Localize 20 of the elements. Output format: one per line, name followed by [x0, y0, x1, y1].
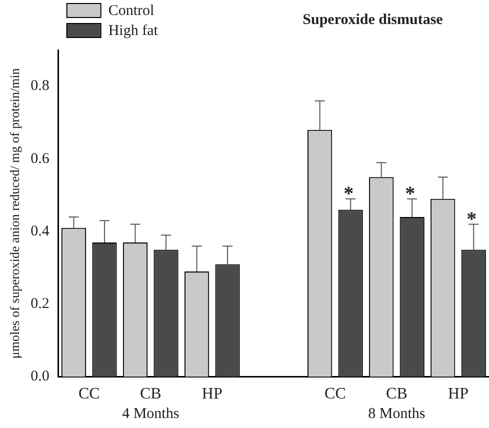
x-tick-label: HP	[448, 386, 469, 403]
x-tick-label: CB	[140, 386, 162, 403]
text: 4 Months	[122, 406, 180, 422]
text: 8 Months	[368, 406, 426, 422]
y-tick-label: 0.4	[30, 223, 50, 240]
y-tick-label: 0.2	[30, 296, 50, 312]
y-tick-label: 0.8	[30, 78, 50, 94]
x-tick-label: HP	[202, 386, 222, 403]
data-label: *	[466, 208, 477, 230]
legend-label: Control	[108, 2, 154, 19]
chart-title: Superoxide dismutase	[302, 12, 444, 28]
x-tick-label: CC	[78, 386, 100, 403]
x-tick-label: CC	[324, 386, 346, 403]
y-tick-label: 0.6	[30, 150, 50, 167]
data-label: *	[344, 183, 354, 206]
y-tick-label: 0.0	[30, 368, 50, 385]
data-label: *	[405, 183, 416, 206]
y-axis-title: μmoles of superoxide anion reduced/ mg of protein/min	[7, 68, 22, 359]
x-tick-label: CB	[386, 386, 408, 403]
legend-label: High fat	[108, 22, 159, 39]
